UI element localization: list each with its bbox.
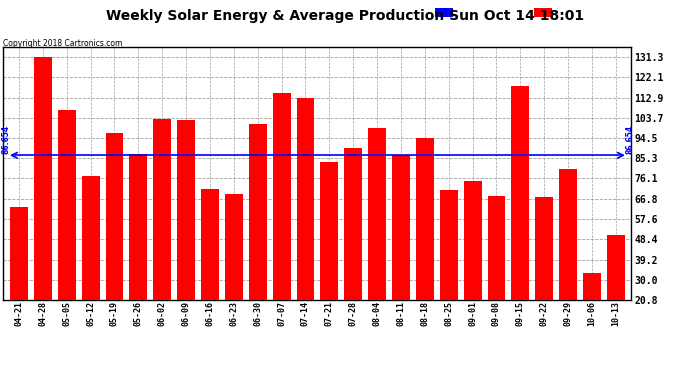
Bar	[10, 207, 28, 300]
Bar	[201, 189, 219, 300]
Bar	[416, 138, 434, 300]
Bar	[392, 155, 410, 300]
Text: 99.204: 99.204	[374, 275, 380, 299]
Text: Copyright 2018 Cartronics.com: Copyright 2018 Cartronics.com	[3, 39, 123, 48]
Text: 67.856: 67.856	[541, 275, 547, 299]
Text: 33.100: 33.100	[589, 275, 595, 299]
Bar	[58, 110, 76, 300]
Text: 67.908: 67.908	[493, 275, 500, 299]
Bar	[583, 273, 601, 300]
Bar	[607, 235, 624, 300]
Text: 102.968: 102.968	[159, 271, 165, 299]
Text: 87.192: 87.192	[135, 275, 141, 299]
Bar	[488, 196, 505, 300]
Bar	[249, 123, 266, 300]
Text: 102.512: 102.512	[183, 271, 189, 299]
Bar	[225, 194, 243, 300]
Text: 50.560: 50.560	[613, 275, 619, 299]
Text: 86.668: 86.668	[398, 275, 404, 299]
Bar	[81, 176, 99, 300]
Bar	[177, 120, 195, 300]
Text: 71.432: 71.432	[207, 275, 213, 299]
Text: 118.256: 118.256	[518, 271, 523, 299]
Legend: Average (kWh), Weekly (kWh): Average (kWh), Weekly (kWh)	[433, 6, 627, 19]
Text: 70.692: 70.692	[446, 275, 452, 299]
Text: 80.272: 80.272	[565, 275, 571, 299]
Bar	[273, 93, 290, 300]
Bar	[440, 190, 457, 300]
Text: 86.654: 86.654	[1, 125, 10, 154]
Text: 115.224: 115.224	[279, 271, 284, 299]
Text: 83.712: 83.712	[326, 275, 333, 299]
Bar	[368, 128, 386, 300]
Bar	[535, 196, 553, 300]
Text: 112.864: 112.864	[302, 271, 308, 299]
Bar	[320, 162, 338, 300]
Bar	[34, 57, 52, 300]
Bar	[297, 98, 315, 300]
Text: 107.136: 107.136	[63, 271, 70, 299]
Text: 89.760: 89.760	[351, 275, 356, 299]
Bar	[153, 120, 171, 300]
Text: 63.080: 63.080	[16, 275, 22, 299]
Bar	[130, 154, 147, 300]
Bar	[511, 86, 529, 300]
Text: 94.496: 94.496	[422, 275, 428, 299]
Bar	[559, 170, 577, 300]
Text: Weekly Solar Energy & Average Production Sun Oct 14 18:01: Weekly Solar Energy & Average Production…	[106, 9, 584, 23]
Bar	[464, 181, 482, 300]
Text: 131.280: 131.280	[40, 271, 46, 299]
Text: 86.654: 86.654	[625, 125, 634, 154]
Text: 101.104: 101.104	[255, 271, 261, 299]
Text: 96.832: 96.832	[112, 275, 117, 299]
Bar	[344, 148, 362, 300]
Text: 74.956: 74.956	[470, 275, 475, 299]
Text: 68.976: 68.976	[231, 275, 237, 299]
Bar	[106, 133, 124, 300]
Text: 77.364: 77.364	[88, 275, 94, 299]
